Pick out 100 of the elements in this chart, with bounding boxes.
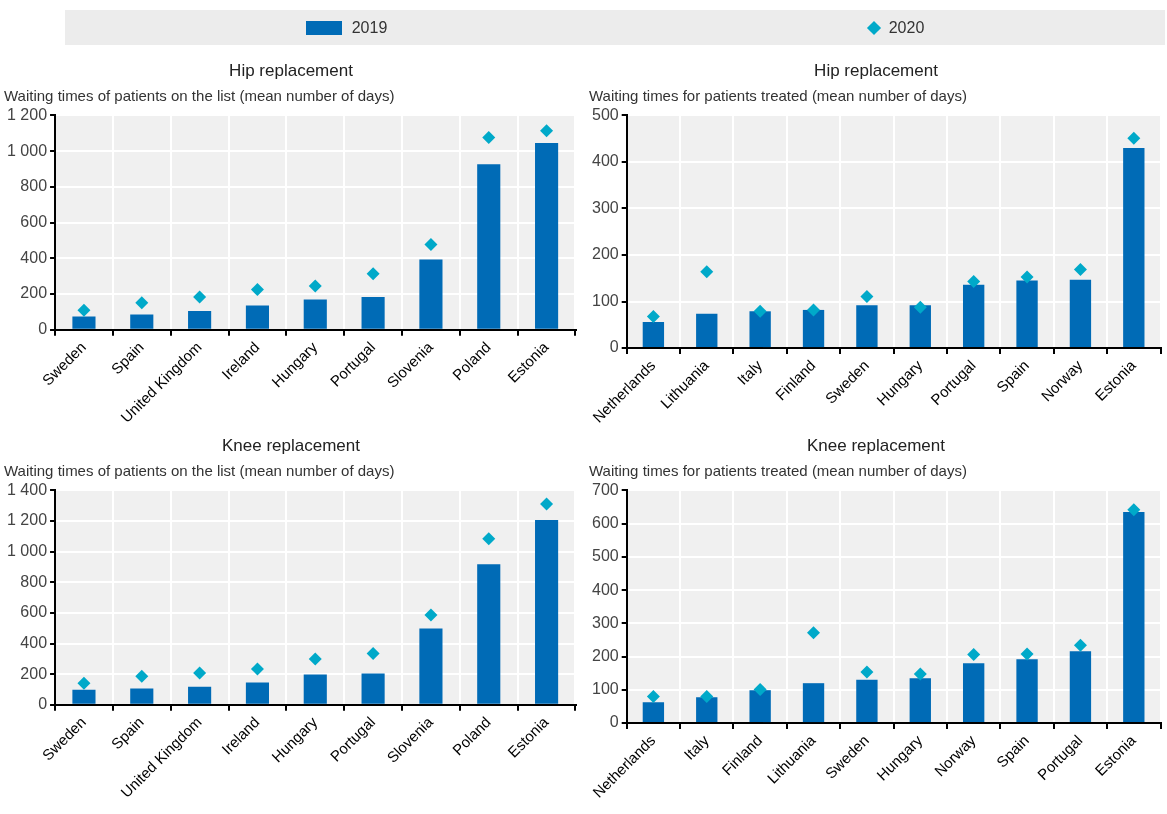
y-tick-label: 600 [591, 514, 619, 532]
y-tick-label: 500 [591, 105, 619, 123]
y-tick-label: 100 [591, 291, 619, 309]
y-tick-label: 600 [20, 213, 48, 231]
point [646, 309, 660, 323]
bar [535, 519, 559, 704]
bar [962, 663, 985, 723]
point [1073, 638, 1087, 652]
bar [856, 305, 878, 348]
point [1020, 647, 1034, 661]
y-tick-label: 1 200 [6, 511, 48, 529]
x-tick-label: Italy [733, 356, 766, 388]
y-tick-label: 400 [20, 633, 48, 651]
bar [419, 259, 443, 329]
y-tick-label: 1 400 [6, 480, 48, 498]
point [753, 683, 767, 697]
y-tick-label: 400 [591, 152, 619, 170]
bar [303, 674, 327, 704]
bar [361, 296, 385, 329]
bar [696, 313, 718, 348]
y-tick-label: 200 [591, 647, 619, 665]
bar [1016, 280, 1038, 348]
y-tick-label: 1 000 [6, 542, 48, 560]
bar [303, 299, 327, 329]
y-tick-label: 400 [20, 248, 48, 266]
y-tick-label: 1 200 [6, 105, 48, 123]
y-tick-label: 0 [609, 338, 619, 356]
bar [130, 314, 154, 329]
bar [72, 689, 96, 704]
legend-label: 2020 [888, 18, 925, 37]
bar [749, 690, 771, 723]
point [1127, 131, 1141, 145]
chart-subtitle: Waiting times of patients on the list (mean number of days) [4, 86, 395, 104]
chart-title: Knee replacement [807, 435, 946, 455]
point [482, 532, 496, 546]
point [308, 652, 322, 666]
point [913, 300, 927, 314]
y-tick-label: 300 [591, 613, 619, 631]
point [540, 124, 554, 138]
y-tick-label: 0 [38, 695, 48, 713]
point [366, 267, 380, 281]
point [308, 279, 322, 293]
y-tick-label: 0 [609, 713, 619, 731]
legend-label: 2019 [351, 18, 388, 37]
y-tick-label: 800 [20, 572, 48, 590]
x-tick-label: Italy [680, 731, 713, 763]
y-tick-label: 100 [591, 680, 619, 698]
y-tick-label: 400 [591, 580, 619, 598]
bar [477, 564, 501, 704]
y-tick-label: 700 [591, 480, 619, 498]
bar [1123, 147, 1145, 348]
point [250, 283, 264, 297]
point [700, 689, 714, 703]
y-tick-label: 800 [20, 177, 48, 195]
point [482, 130, 496, 144]
chart-title: Hip replacement [229, 60, 354, 80]
point [753, 304, 767, 318]
y-tick-label: 200 [20, 284, 48, 302]
point [193, 290, 207, 304]
y-tick-label: 600 [20, 603, 48, 621]
point [366, 647, 380, 660]
bar [477, 164, 501, 329]
bar [535, 143, 559, 329]
bar [188, 311, 212, 329]
y-tick-label: 200 [20, 664, 48, 682]
point [424, 238, 438, 252]
bar [909, 678, 931, 723]
bar [1069, 279, 1092, 348]
bar [856, 679, 878, 723]
point [135, 669, 149, 683]
y-tick-label: 1 000 [6, 141, 48, 159]
point [193, 666, 207, 680]
point [135, 296, 149, 310]
point [967, 648, 981, 662]
point [540, 497, 554, 511]
chart-subtitle: Waiting times for patients treated (mean number of days) [589, 461, 967, 479]
point [1127, 503, 1141, 517]
y-tick-label: 500 [591, 547, 619, 565]
bar [130, 688, 154, 704]
y-tick-label: 300 [591, 198, 619, 216]
chart-title: Knee replacement [222, 435, 361, 455]
bar [1069, 651, 1092, 723]
chart-subtitle: Waiting times for patients treated (mean number of days) [589, 86, 967, 104]
bar [1016, 659, 1038, 723]
point [646, 689, 660, 703]
chart-subtitle: Waiting times of patients on the list (mean number of days) [4, 461, 395, 479]
y-tick-label: 0 [38, 320, 48, 338]
point [860, 665, 874, 679]
bar [642, 702, 665, 723]
point [250, 662, 264, 676]
point [860, 289, 874, 303]
y-tick-label: 200 [591, 245, 619, 263]
bar [188, 686, 212, 704]
point [807, 303, 821, 317]
chart-title: Hip replacement [814, 60, 939, 80]
point [77, 676, 91, 690]
bar [909, 305, 931, 348]
bar [361, 673, 385, 704]
bar [72, 316, 96, 329]
bar [696, 697, 718, 723]
